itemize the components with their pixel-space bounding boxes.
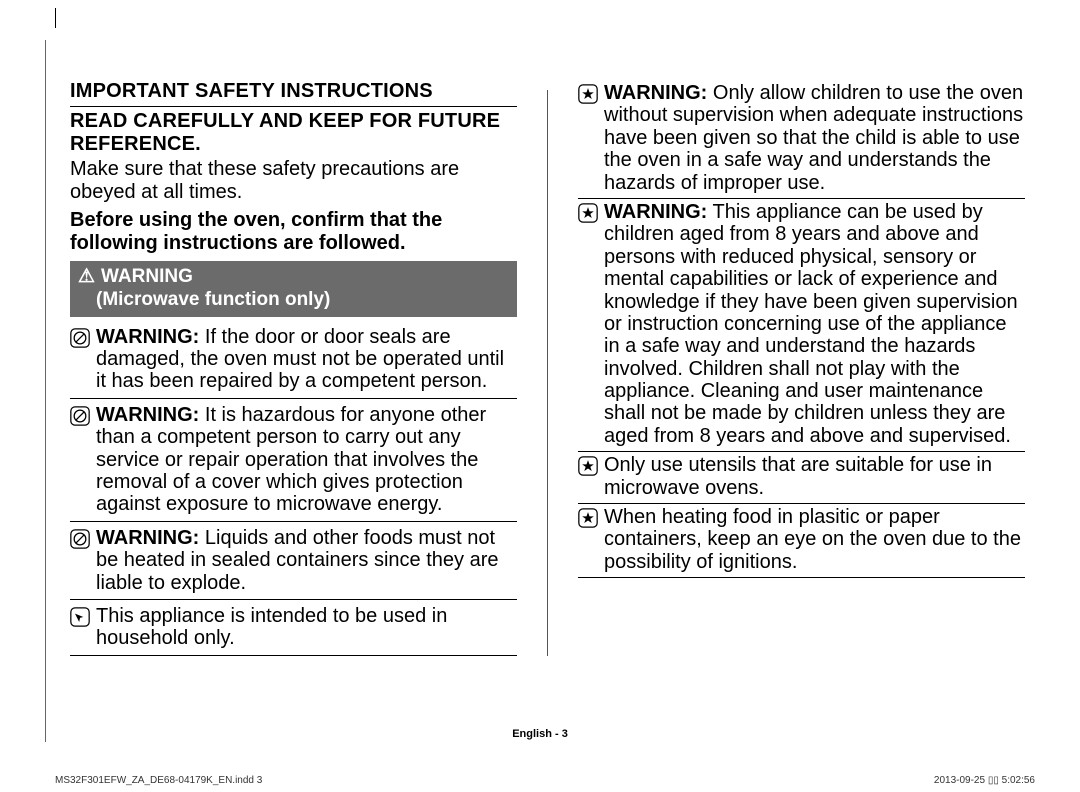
left-column: IMPORTANT SAFETY INSTRUCTIONS READ CAREF… [70, 80, 517, 656]
list-item-text: WARNING: Liquids and other foods must no… [96, 527, 517, 594]
column-divider [547, 90, 548, 656]
square-star-icon [578, 508, 604, 533]
prohibit-icon [70, 406, 96, 431]
footer-filename: MS32F301EFW_ZA_DE68-04179K_EN.indd 3 [55, 775, 262, 786]
list-item-text: WARNING: It is hazardous for anyone othe… [96, 404, 517, 516]
list-item-text: This appliance is intended to be used in… [96, 605, 517, 650]
square-star-icon [578, 456, 604, 481]
square-pointer-icon [70, 607, 96, 632]
list-item: This appliance is intended to be used in… [70, 600, 517, 656]
crop-mark-top [55, 8, 63, 28]
list-item: WARNING: Liquids and other foods must no… [70, 522, 517, 600]
list-item: Only use utensils that are suitable for … [578, 452, 1025, 504]
square-star-icon [578, 84, 604, 109]
list-item-text: When heating food in plasitic or paper c… [604, 506, 1025, 573]
list-item: WARNING: This appliance can be used by c… [578, 199, 1025, 452]
list-item-text: Only use utensils that are suitable for … [604, 454, 1025, 499]
list-item: WARNING: Only allow children to use the … [578, 80, 1025, 199]
intro-text-1: Make sure that these safety precautions … [70, 158, 517, 204]
title-line-2: READ CAREFULLY AND KEEP FOR FUTURE REFER… [70, 110, 517, 156]
list-item: When heating food in plasitic or paper c… [578, 504, 1025, 578]
warning-bar-subtitle: (Microwave function only) [96, 289, 330, 310]
title-line-1: IMPORTANT SAFETY INSTRUCTIONS [70, 80, 517, 103]
intro-text-2: Before using the oven, confirm that the … [70, 209, 517, 255]
square-star-icon [578, 203, 604, 228]
footer-timestamp: 2013-09-25 ▯▯ 5:02:56 [934, 775, 1035, 786]
list-item-text: WARNING: Only allow children to use the … [604, 82, 1025, 194]
warning-bar-title: WARNING [101, 266, 193, 287]
title-underline [70, 106, 517, 107]
warning-heading-bar: ⚠ WARNING (Microwave function only) [70, 261, 517, 317]
prohibit-icon [70, 529, 96, 554]
right-column: WARNING: Only allow children to use the … [578, 80, 1025, 656]
footer-page-number: English - 3 [0, 728, 1080, 740]
list-item-text: WARNING: This appliance can be used by c… [604, 201, 1025, 447]
page-content: IMPORTANT SAFETY INSTRUCTIONS READ CAREF… [70, 80, 1025, 656]
warning-triangle-icon: ⚠ [78, 266, 95, 289]
list-item: WARNING: It is hazardous for anyone othe… [70, 399, 517, 522]
list-item-text: WARNING: If the door or door seals are d… [96, 326, 517, 393]
list-item: WARNING: If the door or door seals are d… [70, 321, 517, 399]
prohibit-icon [70, 328, 96, 353]
